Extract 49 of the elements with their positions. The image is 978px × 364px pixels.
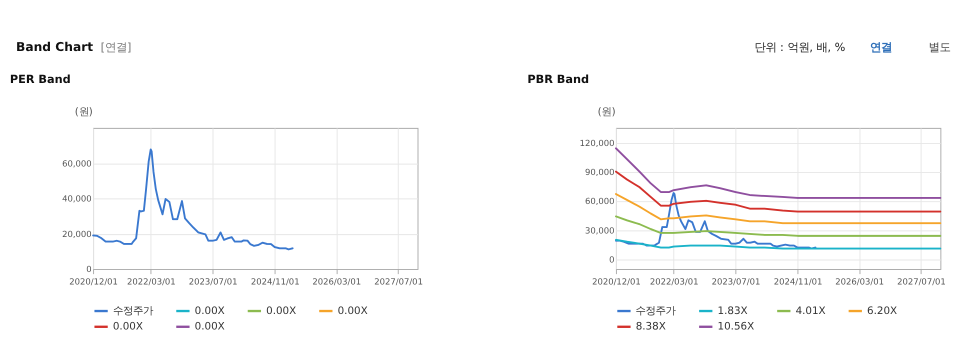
x-tick-label: 2027/07/01 (374, 276, 423, 286)
legend-label: 0.00X (194, 320, 225, 333)
x-tick-label: 2023/07/01 (188, 276, 238, 286)
legend-label: 0.00X (338, 304, 368, 317)
y-tick-label: 40,000 (62, 194, 92, 204)
y-tick-label: 30,000 (584, 225, 615, 236)
text: 별도 (928, 40, 950, 54)
line-series (92, 148, 294, 250)
legend-label: 8.38X (636, 320, 666, 333)
y-tick-label: 120,000 (580, 138, 615, 148)
x-tick-label: 2027/07/01 (897, 276, 946, 286)
y-tick-label: 0 (86, 264, 92, 274)
x-tick-label: 2026/03/01 (312, 276, 362, 286)
legend-label: 1.83X (718, 304, 748, 317)
line-series (615, 238, 942, 250)
chart-title: PBR Band (527, 72, 590, 86)
x-tick-label: 2022/03/01 (126, 276, 176, 286)
text: 단위 : 억원, 배, % (754, 40, 846, 54)
legend-label: 0.00X (112, 320, 143, 333)
legend-label: 6.20X (867, 304, 898, 317)
x-tick-label: 2024/11/01 (774, 276, 822, 286)
y-tick-label: 90,000 (584, 166, 615, 177)
x-tick-label: 2022/03/01 (650, 276, 699, 286)
chart-title: PER Band (10, 72, 71, 86)
legend-label: 0.00X (194, 304, 225, 317)
legend-label: 수정주가 (636, 304, 676, 317)
legend-label: 수정주가 (112, 304, 153, 317)
legend-label: 10.56X (718, 320, 754, 333)
text: [연결] (100, 40, 132, 54)
y-tick-label: 0 (609, 254, 615, 265)
y-tick-label: 60,000 (584, 196, 615, 206)
legend-label: 0.00X (266, 304, 296, 317)
y-axis-title: (원) (598, 106, 616, 118)
legend-label: 4.01X (796, 304, 826, 317)
x-tick-label: 2020/12/01 (592, 276, 641, 286)
y-tick-label: 60,000 (62, 158, 92, 168)
line-series (615, 193, 942, 224)
line-series (615, 192, 816, 250)
y-tick-label: 20,000 (62, 228, 92, 239)
line-series (615, 215, 942, 237)
x-tick-label: 2023/07/01 (712, 276, 760, 286)
line-series (615, 170, 942, 212)
x-tick-label: 2020/12/01 (69, 276, 118, 286)
x-tick-label: 2026/03/01 (835, 276, 884, 286)
text: Band Chart (16, 40, 94, 54)
text: 연결 (870, 40, 892, 54)
line-series (615, 147, 942, 199)
y-axis-title: (원) (74, 106, 93, 118)
x-tick-label: 2024/11/01 (250, 276, 300, 286)
